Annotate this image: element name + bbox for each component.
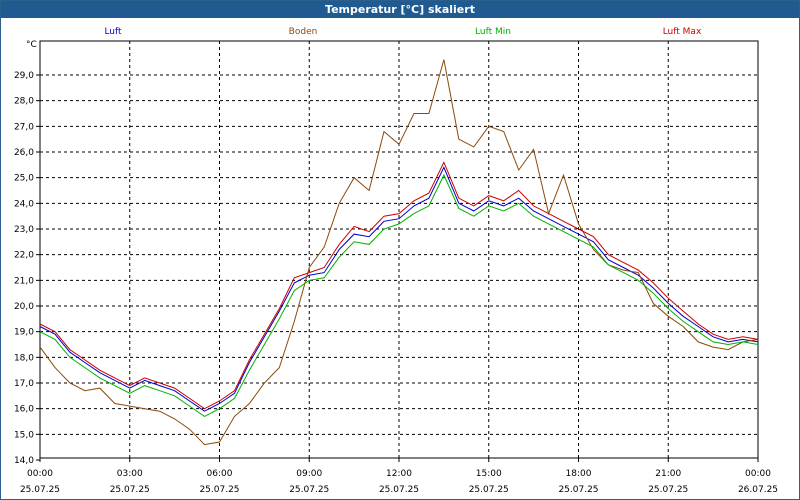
- x-tick-date: 25.07.25: [469, 485, 509, 495]
- legend-item-boden: Boden: [289, 27, 318, 37]
- x-tick-time: 18:00: [566, 469, 592, 479]
- x-tick-time: 03:00: [117, 469, 143, 479]
- x-tick-date: 25.07.25: [20, 485, 60, 495]
- chart-title: Temperatur [°C] skaliert: [1, 1, 799, 18]
- x-tick-time: 00:00: [27, 469, 53, 479]
- series-lines: [39, 59, 759, 446]
- series-line-luft-min: [39, 173, 759, 417]
- y-tick-label: 22,0: [14, 251, 34, 261]
- y-tick-label: 21,0: [14, 276, 34, 286]
- x-tick-date: 25.07.25: [379, 485, 419, 495]
- legend: Luft Boden Luft Min Luft Max: [104, 27, 702, 37]
- legend-item-luft: Luft: [104, 27, 122, 37]
- x-tick-date: 25.07.25: [648, 485, 688, 495]
- series-line-boden: [39, 59, 759, 446]
- series-line-luft-max: [39, 161, 759, 410]
- x-tick-time: 06:00: [207, 469, 233, 479]
- y-tick-label: 25,0: [14, 174, 34, 184]
- y-tick-label: 16,0: [14, 405, 34, 415]
- legend-item-luft-min: Luft Min: [475, 27, 511, 37]
- x-tick-time: 15:00: [476, 469, 502, 479]
- y-axis-label: °C: [26, 40, 37, 50]
- y-tick-label: 18,0: [14, 353, 34, 363]
- x-tick-time: 21:00: [655, 469, 681, 479]
- y-tick-label: 29,0: [14, 71, 34, 81]
- legend-item-luft-max: Luft Max: [663, 27, 702, 37]
- y-tick-label: 24,0: [14, 199, 34, 209]
- y-tick-label: 27,0: [14, 122, 34, 132]
- y-tick-label: 26,0: [14, 148, 34, 158]
- series-line-luft: [39, 166, 759, 412]
- x-tick-time: 00:00: [745, 469, 771, 479]
- y-tick-label: 20,0: [14, 302, 34, 312]
- y-tick-label: 19,0: [14, 328, 34, 338]
- y-axis: 14,0 15,0 16,0 17,0 18,0 19,0 20,0 21,0 22,0 23,0…: [14, 71, 40, 466]
- x-tick-date: 26.07.25: [738, 485, 778, 495]
- y-tick-label: 14,0: [14, 456, 34, 466]
- grid-lines: [40, 41, 758, 458]
- x-axis: 00:00 25.07.25 03:00 25.07.25 06:00 25.07.25 0…: [20, 458, 778, 495]
- y-tick-label: 28,0: [14, 97, 34, 107]
- y-tick-label: 15,0: [14, 430, 34, 440]
- x-tick-time: 09:00: [296, 469, 322, 479]
- x-tick-date: 25.07.25: [289, 485, 329, 495]
- x-tick-date: 25.07.25: [199, 485, 239, 495]
- x-tick-date: 25.07.25: [558, 485, 598, 495]
- y-tick-label: 17,0: [14, 379, 34, 389]
- x-tick-date: 25.07.25: [110, 485, 150, 495]
- x-tick-time: 12:00: [386, 469, 412, 479]
- y-tick-label: 23,0: [14, 225, 34, 235]
